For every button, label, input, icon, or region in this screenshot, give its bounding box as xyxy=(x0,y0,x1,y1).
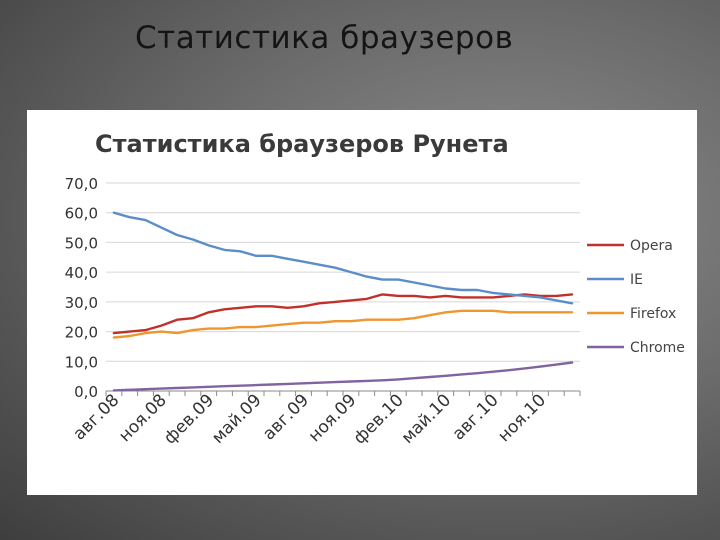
y-tick-label: 40,0 xyxy=(65,264,98,282)
line-chart: 0,010,020,030,040,050,060,070,0авг.08ноя… xyxy=(65,175,685,448)
y-tick-label: 10,0 xyxy=(65,353,98,371)
x-tick-label: фев.09 xyxy=(160,390,218,448)
y-tick-label: 60,0 xyxy=(65,205,98,223)
y-tick-label: 70,0 xyxy=(65,175,98,193)
chart-panel: 0,0 10,0 20,0 30,0 40,0 50,0 60,0 70,0 авг.08 ноя… xyxy=(27,110,697,495)
series-line-chrome xyxy=(112,361,574,392)
legend-label-opera: Opera xyxy=(630,238,673,254)
legend-label-firefox: Firefox xyxy=(630,306,676,322)
series-line-opera xyxy=(112,293,574,335)
y-tick-label: 50,0 xyxy=(65,234,98,252)
x-tick-label: фев.10 xyxy=(350,390,408,448)
x-tick-label: авг.09 xyxy=(259,390,313,444)
y-tick-label: 0,0 xyxy=(74,383,98,401)
x-tick-label: авг.10 xyxy=(449,390,503,444)
legend-label-chrome: Chrome xyxy=(630,340,685,356)
chart-title: Статистика браузеров Рунета xyxy=(95,130,509,158)
y-tick-label: 30,0 xyxy=(65,294,98,312)
x-tick-label: май.09 xyxy=(208,390,266,448)
series-line-ie xyxy=(112,211,574,305)
x-tick-label: май.10 xyxy=(398,390,456,448)
slide-title: Статистика браузеров xyxy=(135,20,514,56)
legend-label-ie: IE xyxy=(630,272,643,288)
x-tick-label: ноя.10 xyxy=(494,390,550,446)
y-tick-label: 20,0 xyxy=(65,324,98,342)
series-line-firefox xyxy=(112,309,574,339)
